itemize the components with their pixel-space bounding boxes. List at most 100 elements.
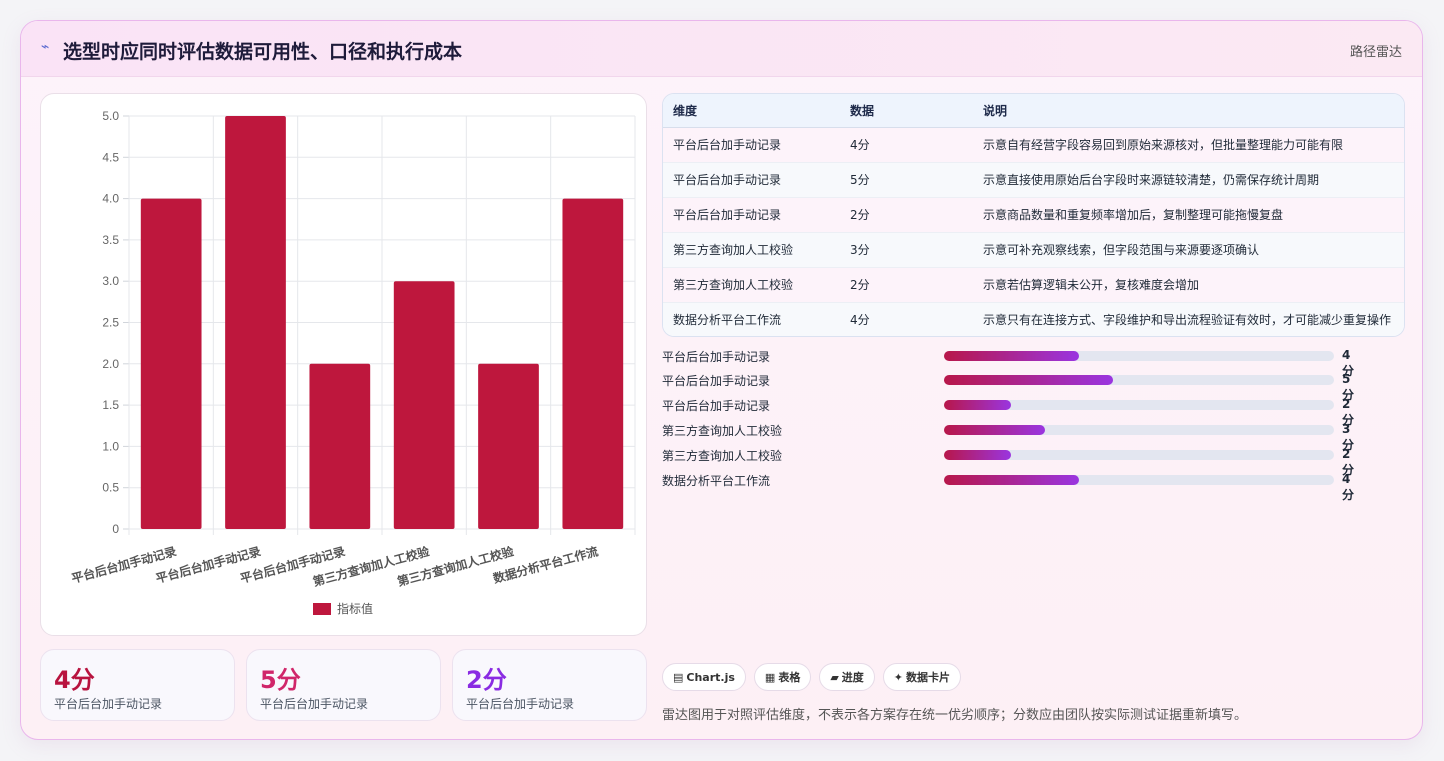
card-icon: ✦	[893, 670, 904, 684]
y-tick-label: 4.5	[102, 150, 119, 164]
progress-track	[944, 425, 1334, 435]
progress-fill	[944, 375, 1113, 385]
chip-label: Chart.js	[686, 670, 735, 684]
chip-table[interactable]: ▦ 表格	[753, 663, 812, 691]
y-tick-label: 0.5	[102, 481, 119, 495]
progress-row: 平台后台加手动记录 4分	[662, 347, 1362, 378]
sparkle-icon: ⌁	[41, 39, 50, 55]
table-cell: 平台后台加手动记录	[663, 127, 840, 163]
progress-track	[944, 351, 1334, 361]
header-tag[interactable]: 路径雷达	[1349, 45, 1402, 60]
bar	[309, 363, 371, 529]
table-cell: 示意自有经营字段容易回到原始来源核对，但批量整理能力可能有限	[973, 127, 1404, 163]
progress-value: 4分	[1342, 472, 1355, 502]
kpi-value: 4分	[54, 666, 95, 694]
progress-label: 数据分析平台工作流	[662, 474, 771, 488]
progress-value: 2分	[1342, 397, 1355, 427]
progress-row: 第三方查询加人工校验 2分	[662, 446, 1362, 477]
kpi-value: 2分	[466, 666, 507, 694]
progress-row: 第三方查询加人工校验 3分	[662, 421, 1362, 452]
legend-label: 指标值	[337, 602, 374, 616]
bar	[562, 198, 624, 529]
progress-row: 平台后台加手动记录 5分	[662, 371, 1362, 402]
y-tick-label: 3.5	[102, 233, 119, 247]
table-header: 说明	[973, 94, 1404, 128]
table-cell: 示意可补充观察线索，但字段范围与来源要逐项确认	[973, 232, 1404, 268]
progress-label: 第三方查询加人工校验	[662, 449, 783, 463]
table-cell: 示意商品数量和重复频率增加后，复制整理可能拖慢复盘	[973, 197, 1404, 233]
kpi-card: 2分 平台后台加手动记录	[452, 649, 647, 721]
kpi-value: 5分	[260, 666, 301, 694]
progress-track	[944, 400, 1334, 410]
footnote: 雷达图用于对照评估维度，不表示各方案存在统一优劣顺序；分数应由团队按实际测试证据…	[662, 708, 1248, 723]
bar	[225, 116, 286, 529]
chip-row: ▤ Chart.js ▦ 表格 ▰ 进度 ✦ 数据卡片	[662, 663, 962, 691]
table-header-row: 维度 数据 说明	[663, 94, 1404, 128]
table-cell: 5分	[840, 162, 973, 198]
table-header: 维度	[663, 94, 840, 128]
table-row: 平台后台加手动记录 5分 示意直接使用原始后台字段时来源链较清楚，仍需保存统计周…	[663, 162, 1404, 198]
table-cell: 示意直接使用原始后台字段时来源链较清楚，仍需保存统计周期	[973, 162, 1404, 198]
progress-label: 第三方查询加人工校验	[662, 424, 783, 438]
y-tick-label: 4.0	[102, 192, 119, 206]
table-cell: 第三方查询加人工校验	[663, 232, 840, 268]
chart-legend[interactable]: 指标值	[313, 600, 373, 617]
progress-fill	[944, 475, 1079, 485]
table-cell: 示意只有在连接方式、字段维护和导出流程验证有效时，才可能减少重复操作	[973, 302, 1404, 336]
progress-value: 2分	[1342, 447, 1355, 477]
table-cell: 2分	[840, 267, 973, 303]
table-header: 数据	[840, 94, 973, 128]
progress-row: 数据分析平台工作流 4分	[662, 471, 1362, 502]
table-cell: 平台后台加手动记录	[663, 197, 840, 233]
table-row: 平台后台加手动记录 4分 示意自有经营字段容易回到原始来源核对，但批量整理能力可…	[663, 127, 1404, 163]
header: ⌁ 选型时应同时评估数据可用性、口径和执行成本 路径雷达	[21, 21, 1422, 77]
y-tick-label: 1.0	[102, 439, 119, 453]
table-cell: 示意若估算逻辑未公开，复核难度会增加	[973, 267, 1404, 303]
bar-chart: 00.51.01.52.02.53.03.54.04.55.0平台后台加手动记录…	[70, 109, 636, 589]
data-table-panel: 维度 数据 说明 平台后台加手动记录 4分 示意自有经营字段容易回到原始来源核对…	[662, 93, 1405, 337]
progress-label: 平台后台加手动记录	[662, 399, 771, 413]
chip-label: 进度	[841, 671, 864, 684]
table-icon: ▦	[764, 670, 776, 684]
progress-value: 3分	[1342, 422, 1355, 452]
table-cell: 第三方查询加人工校验	[663, 267, 840, 303]
table-cell: 2分	[840, 197, 973, 233]
table-row: 第三方查询加人工校验 3分 示意可补充观察线索，但字段范围与来源要逐项确认	[663, 232, 1404, 268]
table-cell: 4分	[840, 127, 973, 163]
bar	[393, 281, 455, 529]
table-row: 数据分析平台工作流 4分 示意只有在连接方式、字段维护和导出流程验证有效时，才可…	[663, 302, 1404, 336]
kpi-label: 平台后台加手动记录	[260, 697, 369, 711]
chip-label: 表格	[778, 671, 801, 684]
progress-fill	[944, 351, 1079, 361]
bar-chart-panel: 0 0.5 1.0 1.5 2.0 2.5 3.0 3.5 4.0 4.5 5.0 平台后台加手动记录…	[40, 93, 647, 636]
progress-row: 平台后台加手动记录 2分	[662, 396, 1362, 427]
progress-fill	[944, 450, 1012, 460]
kpi-card: 4分 平台后台加手动记录	[40, 649, 235, 721]
table-cell: 4分	[840, 302, 973, 336]
y-tick-label: 3.0	[102, 274, 119, 288]
chip-label: 数据卡片	[906, 671, 951, 684]
chip-chartjs[interactable]: ▤ Chart.js	[662, 663, 746, 691]
kpi-label: 平台后台加手动记录	[466, 697, 575, 711]
y-tick-label: 0	[112, 522, 119, 536]
table-row: 平台后台加手动记录 2分 示意商品数量和重复频率增加后，复制整理可能拖慢复盘	[663, 197, 1404, 233]
y-tick-label: 1.5	[102, 398, 119, 412]
legend-swatch	[313, 602, 331, 615]
table-cell: 平台后台加手动记录	[663, 162, 840, 198]
progress-track	[944, 475, 1334, 485]
progress-icon: ▰	[830, 670, 839, 684]
bar	[478, 363, 539, 529]
bar	[140, 198, 202, 529]
y-tick-label: 5.0	[102, 109, 119, 123]
chip-data-card[interactable]: ✦ 数据卡片	[882, 663, 962, 691]
table-cell: 3分	[840, 232, 973, 268]
y-tick-label: 2.0	[102, 357, 119, 371]
progress-fill	[944, 400, 1012, 410]
chip-progress[interactable]: ▰ 进度	[819, 663, 875, 691]
progress-track	[944, 375, 1334, 385]
table-cell: 数据分析平台工作流	[663, 302, 840, 336]
data-table: 维度 数据 说明 平台后台加手动记录 4分 示意自有经营字段容易回到原始来源核对…	[663, 94, 1404, 336]
y-tick-label: 2.5	[102, 316, 119, 330]
chart-icon: ▤	[673, 670, 684, 684]
progress-label: 平台后台加手动记录	[662, 350, 771, 364]
